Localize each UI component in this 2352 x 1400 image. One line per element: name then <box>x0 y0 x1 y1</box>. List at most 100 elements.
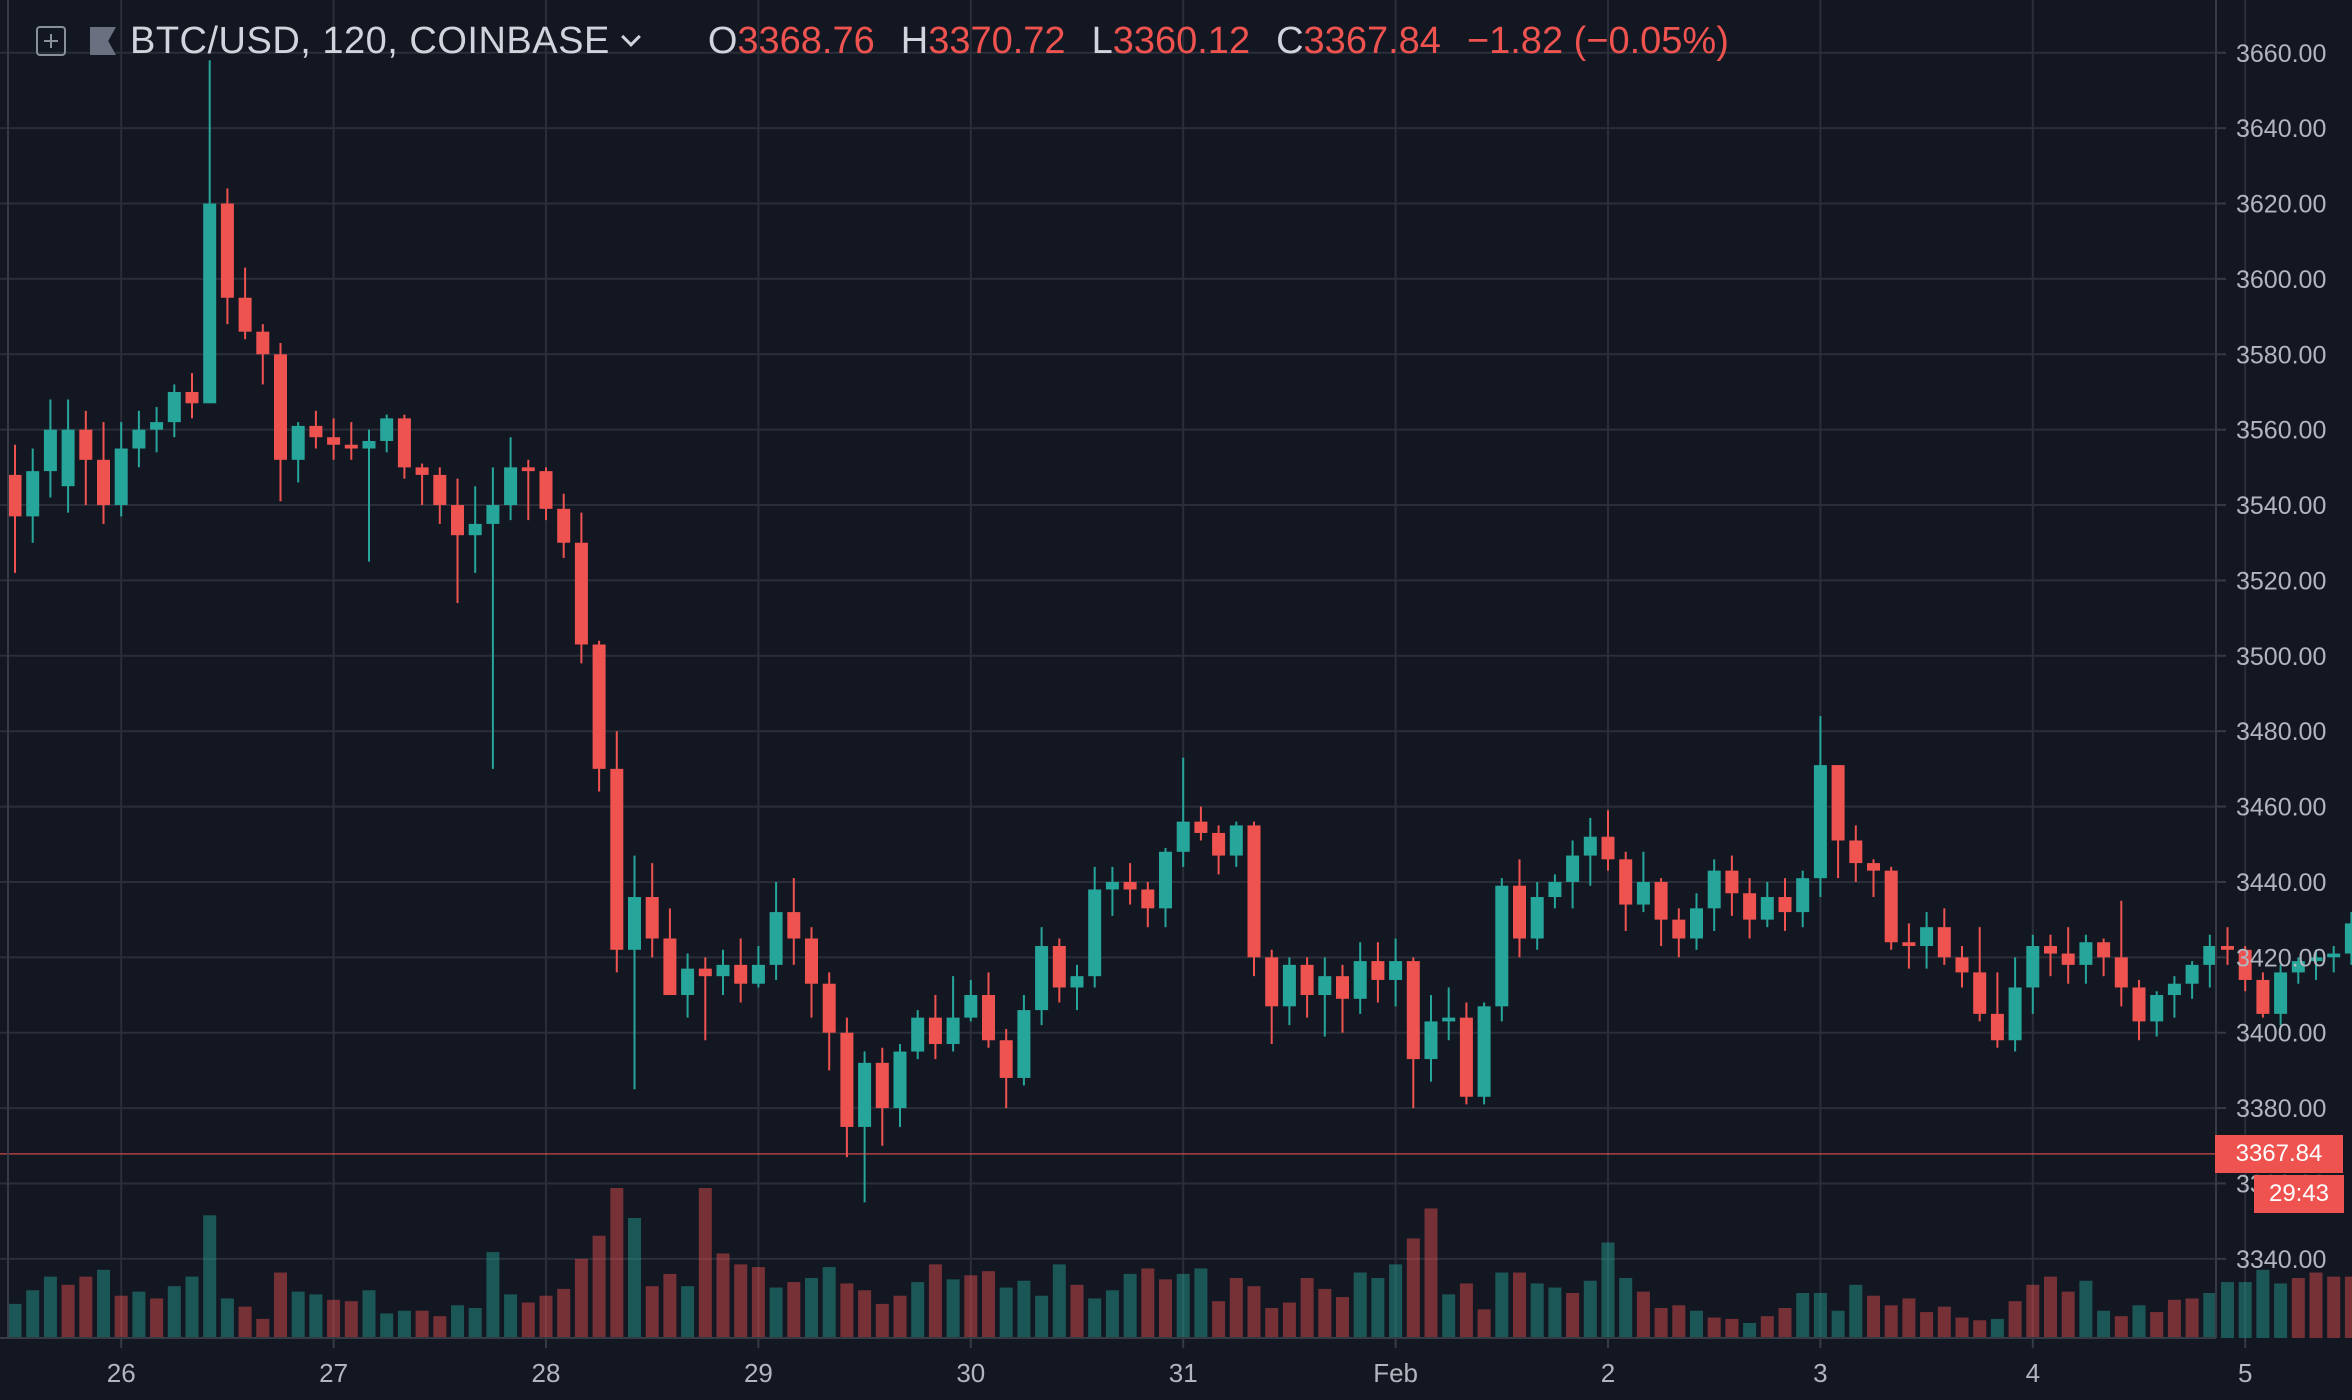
volume-bar <box>734 1264 748 1338</box>
volume-bar <box>822 1267 836 1338</box>
volume-bar <box>8 1303 22 1338</box>
candle-body <box>1265 957 1279 1007</box>
volume-bar <box>1353 1272 1367 1338</box>
candle-body <box>592 644 606 769</box>
candle-body <box>1937 927 1951 958</box>
volume-bars <box>8 1188 2352 1338</box>
candle-body <box>468 523 482 536</box>
volume-bar <box>327 1299 341 1338</box>
candle-body <box>2309 957 2323 962</box>
candle-body <box>681 968 695 996</box>
volume-bar <box>114 1295 128 1338</box>
volume-bar <box>1424 1208 1438 1338</box>
candle-body <box>628 897 641 950</box>
low-label: L <box>1091 19 1113 62</box>
volume-bar <box>167 1286 181 1338</box>
volume-bar <box>220 1298 234 1338</box>
volume-bar <box>557 1288 571 1338</box>
candle-body <box>1212 832 1226 856</box>
candle-body <box>220 203 234 298</box>
last-price-badge: 3367.84 <box>2215 1134 2343 1173</box>
volume-bar <box>1371 1278 1385 1338</box>
candle-body <box>150 422 164 430</box>
volume-bar <box>1743 1323 1757 1338</box>
volume-bar <box>2185 1298 2199 1338</box>
volume-bar <box>1070 1284 1084 1338</box>
volume-bar <box>2150 1312 2164 1338</box>
add-symbol-icon[interactable] <box>36 26 66 56</box>
volume-bar <box>769 1287 783 1338</box>
candle-body <box>1282 964 1296 1007</box>
candle-body <box>610 768 624 950</box>
time-tick-label: 27 <box>319 1358 348 1388</box>
volume-bar <box>1035 1295 1049 1338</box>
volume-bar <box>79 1276 93 1338</box>
price-tick-label: 3500.00 <box>2236 643 2326 671</box>
candle-body <box>1955 957 1969 973</box>
time-axis[interactable]: 262728293031Feb23456 <box>107 1338 2352 1388</box>
candle-body <box>397 418 411 468</box>
volume-bar <box>2061 1291 2075 1338</box>
volume-bar <box>1583 1280 1597 1338</box>
volume-bar <box>61 1284 75 1338</box>
chevron-down-icon[interactable] <box>620 27 641 47</box>
candle-body <box>132 429 146 449</box>
volume-bar <box>1690 1310 1703 1338</box>
volume-bar <box>2026 1284 2040 1338</box>
candle-body <box>2061 953 2075 965</box>
candle-body <box>2044 946 2057 954</box>
high-value: 3370.72 <box>928 19 1066 62</box>
candle-body <box>946 1017 960 1045</box>
candle-body <box>1973 972 1987 1014</box>
candle-body <box>2185 964 2199 984</box>
candle-body <box>1619 859 1633 905</box>
volume-bar <box>468 1308 482 1338</box>
price-axis[interactable]: 3340.003360.003380.003400.003420.003440.… <box>2216 40 2326 1274</box>
volume-bar <box>415 1310 429 1338</box>
candle-body <box>858 1062 872 1127</box>
candle-body <box>79 429 93 460</box>
volume-bar <box>1530 1283 1544 1338</box>
volume-bar <box>238 1306 252 1338</box>
volume-bar <box>43 1276 57 1338</box>
volume-bar <box>1636 1291 1650 1338</box>
volume-bar <box>1265 1308 1279 1338</box>
candle-body <box>1389 961 1403 980</box>
volume-bar <box>2291 1278 2305 1338</box>
volume-bar <box>1105 1290 1119 1338</box>
change-value: −1.82 (−0.05%) <box>1466 19 1729 62</box>
candles <box>8 60 2352 1203</box>
candle-body <box>433 474 447 506</box>
symbol-label[interactable]: BTC/USD, 120, COINBASE <box>130 19 610 62</box>
time-tick-label: 30 <box>956 1358 985 1388</box>
candle-body <box>2238 949 2252 980</box>
volume-bar <box>1566 1293 1580 1338</box>
candle-body <box>1530 897 1544 939</box>
volume-bar <box>1017 1280 1031 1338</box>
volume-bar <box>645 1286 659 1338</box>
candle-body <box>893 1051 907 1109</box>
volume-bar <box>875 1303 889 1338</box>
volume-bar <box>1088 1298 1102 1338</box>
candle-body <box>274 354 287 460</box>
volume-bar <box>1442 1294 1456 1338</box>
volume-bar <box>1212 1301 1226 1338</box>
volume-bar <box>946 1279 960 1338</box>
candle-body <box>1990 1013 2004 1041</box>
candle-body <box>309 425 323 438</box>
volume-bar <box>1778 1308 1792 1338</box>
candle-body <box>362 440 376 449</box>
time-tick-label: 31 <box>1169 1358 1198 1388</box>
volume-bar <box>911 1282 925 1338</box>
candle-body <box>822 983 836 1033</box>
volume-bar <box>1176 1273 1190 1338</box>
candle-body <box>840 1032 854 1127</box>
price-tick-label: 3340.00 <box>2236 1246 2326 1274</box>
flag-icon[interactable] <box>90 27 116 55</box>
candle-body <box>1920 927 1934 947</box>
candle-body <box>167 391 181 423</box>
time-tick-label: Feb <box>1373 1358 1418 1388</box>
volume-bar <box>2008 1301 2022 1338</box>
volume-bar <box>1601 1242 1615 1338</box>
